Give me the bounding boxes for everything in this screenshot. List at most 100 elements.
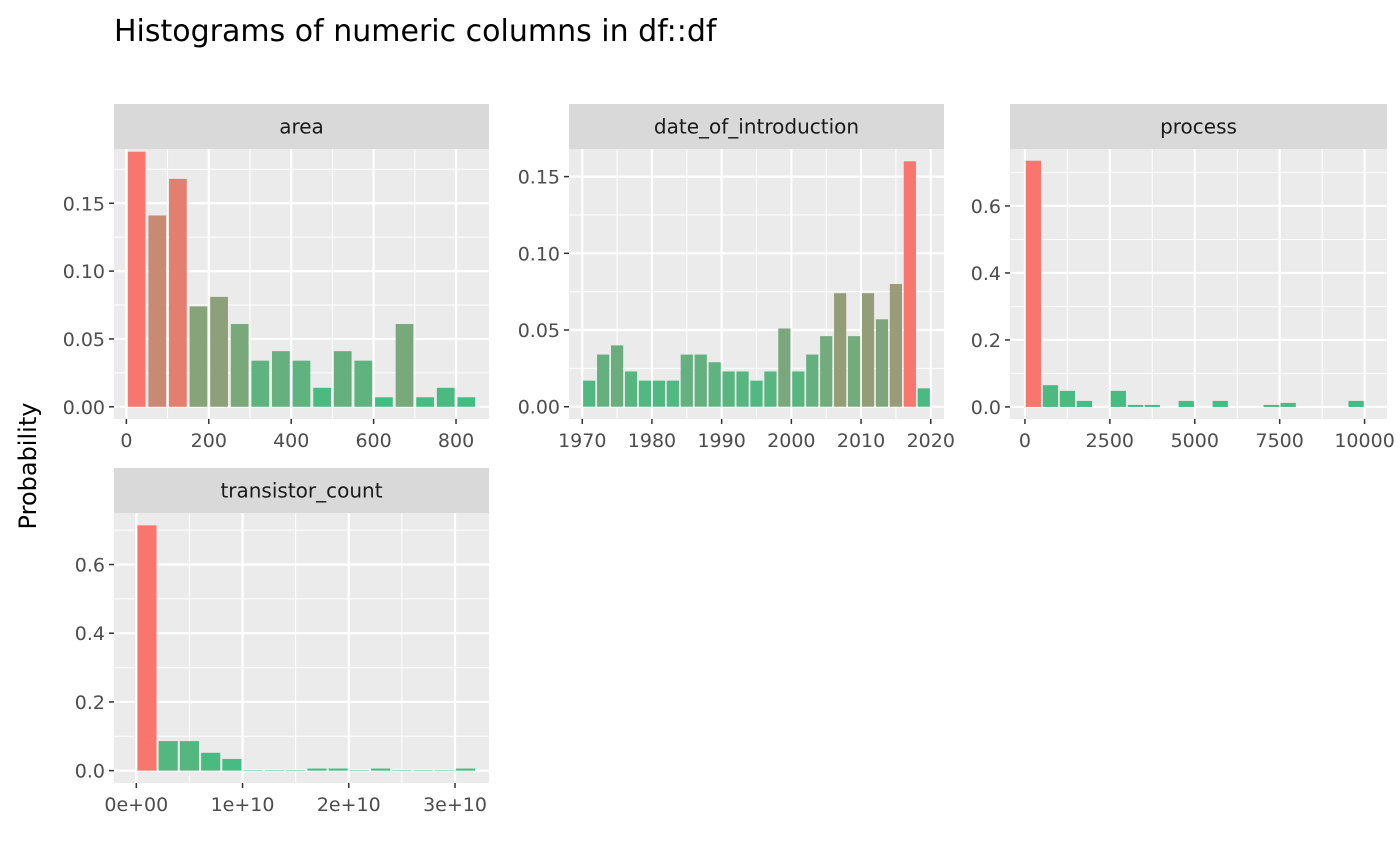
histogram-bar (889, 284, 903, 407)
histogram-bar (272, 351, 290, 407)
axes: 0.0 0.2 0.4 0.6 0e+00 1e+10 2e+10 3e+10 (75, 555, 487, 816)
x-tick-label: 1970 (558, 430, 606, 452)
histogram-bar (875, 319, 889, 407)
x-tick-label: 1980 (628, 430, 676, 452)
histogram-bar (1348, 400, 1364, 407)
bars (127, 151, 476, 407)
histogram-bar (792, 371, 805, 407)
x-tick-label: 600 (355, 430, 391, 452)
histogram-bar (1110, 390, 1126, 407)
facet-panel-process: process 0.0 0.2 0.4 0.6 0 2500 5000 7500 10000 (971, 104, 1395, 452)
histogram-bar (610, 345, 624, 407)
histogram-bar (243, 770, 263, 771)
panel-background (1010, 149, 1387, 419)
y-tick-label: 0.0 (75, 761, 105, 783)
histogram-bar (597, 354, 610, 407)
histogram-bar (750, 380, 763, 407)
y-tick-label: 0.05 (63, 329, 105, 351)
panel-background (114, 513, 489, 783)
y-tick-label: 0.0 (971, 397, 1001, 419)
histogram-bar (708, 362, 721, 407)
x-tick-label: 2010 (837, 430, 885, 452)
y-tick-label: 0.15 (63, 193, 105, 215)
bars (1025, 160, 1364, 407)
histogram-bar (1144, 404, 1160, 407)
histogram-bar (436, 387, 455, 407)
histogram-bar (375, 397, 393, 407)
histogram-bar (820, 336, 833, 407)
histogram-bar (638, 380, 652, 407)
histogram-bar (127, 151, 146, 407)
facet-strip-label: transistor_count (220, 479, 382, 503)
x-tick-label: 200 (191, 430, 227, 452)
x-tick-label: 0e+00 (104, 794, 168, 816)
x-tick-label: 1e+10 (211, 794, 275, 816)
histogram-bar (169, 178, 187, 407)
histogram-bar (583, 380, 596, 407)
histogram-bar (210, 296, 228, 407)
histogram-bar (189, 306, 208, 407)
histogram-bar (230, 324, 249, 407)
x-tick-label: 2020 (907, 430, 955, 452)
y-tick-label: 0.4 (75, 623, 105, 645)
y-axis-label: Probability (14, 403, 42, 530)
histogram-bar (179, 741, 199, 771)
histogram-bar (666, 380, 679, 407)
histogram-bar (652, 380, 666, 407)
facet-strip (114, 468, 489, 513)
histogram-bar (307, 768, 327, 771)
axes: 0.00 0.05 0.10 0.15 0 200 400 600 800 (63, 193, 474, 452)
histogram-bar (917, 388, 930, 407)
x-tick-label: 0 (1019, 430, 1031, 452)
y-tick-label: 0.05 (518, 320, 560, 342)
histogram-bar (333, 351, 352, 407)
y-tick-label: 0.10 (518, 243, 560, 265)
chart-title: Histograms of numeric columns in df::df (114, 14, 718, 49)
histogram-bar (328, 768, 348, 771)
facet-strip-label: process (1160, 115, 1237, 139)
histogram-bar (1127, 404, 1143, 407)
histogram-bar (1025, 160, 1042, 407)
histogram-bar (722, 371, 735, 407)
facet-strip (1010, 104, 1387, 149)
y-tick-label: 0.15 (518, 167, 560, 189)
facet-strip-label: area (279, 115, 324, 139)
x-tick-label: 10000 (1334, 430, 1394, 452)
x-tick-label: 7500 (1255, 430, 1303, 452)
histogram-bar (251, 360, 270, 407)
histogram-bar (349, 770, 369, 771)
histogram-bar (457, 397, 476, 407)
x-tick-label: 2500 (1086, 430, 1134, 452)
histogram-bar (354, 360, 373, 407)
histogram-bar (222, 758, 242, 771)
histogram-bar (624, 371, 638, 407)
histogram-bar (456, 768, 476, 771)
histogram-bar (680, 354, 693, 407)
histogram-bar (736, 371, 749, 407)
facet-panel-area: area 0.00 0.05 0.10 0.15 0 200 400 600 800 (63, 104, 489, 452)
histogram-bar (1178, 400, 1194, 407)
y-tick-label: 0.00 (63, 397, 105, 419)
y-tick-label: 0.00 (518, 397, 560, 419)
histogram-bar (861, 293, 875, 407)
x-tick-label: 800 (438, 430, 474, 452)
histogram-bar (1042, 385, 1059, 407)
x-tick-label: 2000 (767, 430, 815, 452)
axes: 0.0 0.2 0.4 0.6 0 2500 5000 7500 10000 (971, 196, 1395, 452)
y-tick-label: 0.2 (75, 692, 105, 714)
x-tick-label: 1990 (697, 430, 745, 452)
histogram-bar (764, 371, 777, 407)
histogram-bar (1076, 400, 1093, 407)
histogram-bar (137, 525, 157, 771)
x-tick-label: 3e+10 (423, 794, 487, 816)
histogram-bar (395, 324, 414, 407)
facet-strip-label: date_of_introduction (654, 115, 859, 139)
histogram-bar (413, 770, 433, 771)
bars (137, 525, 476, 771)
gridlines (1010, 149, 1387, 419)
histogram-bar (371, 768, 391, 771)
x-tick-label: 400 (273, 430, 309, 452)
y-tick-label: 0.6 (75, 555, 105, 577)
histogram-bar (292, 360, 311, 407)
